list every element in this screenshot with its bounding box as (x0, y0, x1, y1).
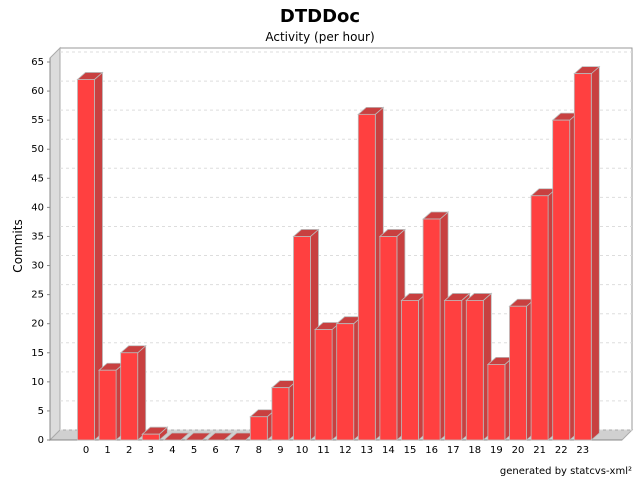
x-tick-label: 14 (382, 445, 395, 456)
x-tick-label: 17 (447, 445, 460, 456)
y-tick-label: 25 (31, 290, 44, 301)
bar (357, 113, 376, 441)
x-tick-label: 8 (256, 445, 262, 456)
bar (314, 329, 333, 441)
y-tick-label: 10 (31, 377, 44, 388)
y-tick-label: 45 (31, 173, 44, 184)
y-tick-label: 55 (31, 115, 44, 126)
x-tick-label: 6 (212, 445, 218, 456)
chart-title: DTDDoc (280, 6, 360, 27)
bar (487, 363, 506, 441)
y-tick-label: 40 (31, 202, 44, 213)
bar (77, 79, 95, 441)
y-tick-label: 50 (31, 144, 44, 155)
y-tick-label: 30 (31, 261, 44, 272)
bar-side (137, 344, 147, 441)
bar (422, 218, 441, 441)
footer-credit: generated by statcvs-xml² (500, 466, 632, 477)
x-tick-label: 23 (576, 445, 589, 456)
bar (293, 236, 311, 441)
bar (379, 236, 398, 441)
y-tick-label: 65 (31, 57, 44, 68)
bar (271, 387, 290, 441)
bar (401, 300, 419, 441)
bar (120, 352, 139, 441)
x-tick-label: 10 (296, 445, 309, 456)
x-tick-label: 2 (126, 445, 132, 456)
x-tick-label: 5 (191, 445, 197, 456)
chart-subtitle: Activity (per hour) (265, 30, 374, 44)
bar (509, 305, 527, 441)
bar (98, 369, 117, 441)
x-tick-label: 18 (468, 445, 481, 456)
y-tick-label: 20 (31, 319, 44, 330)
x-tick-label: 9 (277, 445, 283, 456)
y-tick-label: 5 (38, 406, 44, 417)
x-tick-label: 1 (104, 445, 110, 456)
x-tick-label: 20 (512, 445, 525, 456)
x-tick-label: 12 (339, 445, 352, 456)
x-tick-label: 11 (317, 445, 330, 456)
x-tick-label: 21 (533, 445, 546, 456)
bar (249, 416, 268, 441)
y-tick-label: 0 (38, 435, 44, 446)
x-tick-label: 13 (360, 445, 373, 456)
bar-top (184, 432, 212, 441)
x-tick-label: 19 (490, 445, 503, 456)
x-tick-label: 0 (83, 445, 89, 456)
x-tick-label: 4 (169, 445, 175, 456)
x-tick-label: 16 (425, 445, 438, 456)
y-tick-label: 15 (31, 348, 44, 359)
bar-side (590, 65, 600, 441)
bar (573, 73, 592, 441)
x-tick-label: 7 (234, 445, 240, 456)
x-tick-label: 3 (148, 445, 154, 456)
bar (552, 119, 571, 441)
bar (465, 300, 484, 441)
bar (336, 323, 355, 441)
x-tick-label: 22 (555, 445, 568, 456)
y-tick-label: 60 (31, 86, 44, 97)
x-tick-label: 15 (404, 445, 417, 456)
bar (530, 195, 549, 441)
bar-top (206, 432, 234, 441)
plot-left-wall (49, 46, 61, 442)
y-axis-label: Commits (11, 219, 25, 272)
bar (444, 300, 463, 441)
bar (141, 433, 160, 441)
bar-top (162, 432, 190, 441)
y-tick-label: 35 (31, 231, 44, 242)
